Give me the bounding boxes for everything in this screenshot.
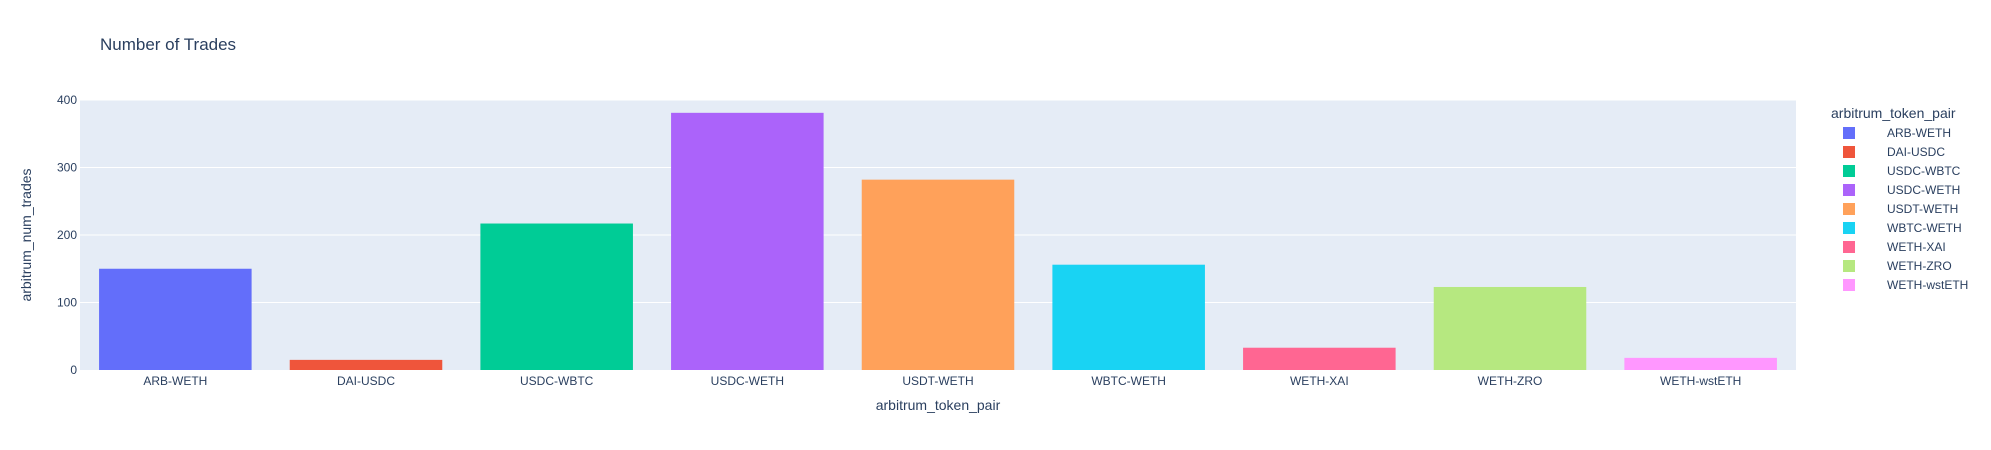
legend-item-weth-xai[interactable]: WETH-XAI (1843, 240, 1946, 254)
legend-item-usdc-wbtc[interactable]: USDC-WBTC (1843, 164, 1961, 178)
x-tick-label: USDC-WETH (711, 374, 784, 388)
x-tick-label: WETH-ZRO (1478, 374, 1543, 388)
legend-label: WBTC-WETH (1887, 221, 1962, 235)
y-tick-label: 400 (57, 93, 77, 107)
x-tick-label: USDT-WETH (902, 374, 973, 388)
bar-weth-zro[interactable] (1433, 286, 1587, 370)
x-tick-label: WETH-XAI (1290, 374, 1349, 388)
bar-usdc-wbtc[interactable] (480, 223, 633, 370)
legend-title: arbitrum_token_pair (1831, 105, 1956, 121)
legend-item-weth-wsteth[interactable]: WETH-wstETH (1843, 278, 1968, 292)
y-tick-label: 200 (57, 228, 77, 242)
legend-item-dai-usdc[interactable]: DAI-USDC (1843, 145, 1945, 159)
bar-weth-wsteth[interactable] (1624, 357, 1777, 370)
legend-swatch (1843, 165, 1855, 177)
bar-arb-weth[interactable] (99, 268, 252, 370)
legend-swatch (1843, 279, 1855, 291)
legend: ARB-WETH DAI-USDC USDC-WBTC USDC-WETH USDT-W… (1843, 126, 1968, 292)
x-axis-ticks: ARB-WETH DAI-USDC USDC-WBTC USDC-WETH USDT-W… (143, 374, 1741, 388)
x-tick-label: DAI-USDC (337, 374, 395, 388)
legend-item-arb-weth[interactable]: ARB-WETH (1843, 126, 1951, 140)
legend-swatch (1843, 241, 1855, 253)
legend-swatch (1843, 146, 1855, 158)
y-tick-label: 300 (57, 161, 77, 175)
y-tick-label: 100 (57, 296, 77, 310)
legend-label: WETH-ZRO (1887, 259, 1952, 273)
y-axis-label: arbitrum_num_trades (18, 168, 34, 301)
legend-swatch (1843, 260, 1855, 272)
legend-label: ARB-WETH (1887, 126, 1951, 140)
x-tick-label: USDC-WBTC (520, 374, 594, 388)
x-tick-label: WETH-wstETH (1660, 374, 1741, 388)
bar-dai-usdc[interactable] (289, 359, 443, 370)
legend-swatch (1843, 203, 1855, 215)
legend-label: USDC-WETH (1887, 183, 1960, 197)
legend-item-wbtc-weth[interactable]: WBTC-WETH (1843, 221, 1962, 235)
bar-usdt-weth[interactable] (861, 179, 1015, 370)
legend-swatch (1843, 184, 1855, 196)
bar-weth-xai[interactable] (1243, 347, 1396, 370)
y-tick-label: 0 (70, 363, 77, 377)
legend-item-usdt-weth[interactable]: USDT-WETH (1843, 202, 1958, 216)
legend-item-usdc-weth[interactable]: USDC-WETH (1843, 183, 1960, 197)
legend-label: USDC-WBTC (1887, 164, 1961, 178)
x-tick-label: ARB-WETH (143, 374, 207, 388)
legend-label: WETH-wstETH (1887, 278, 1968, 292)
legend-swatch (1843, 222, 1855, 234)
x-tick-label: WBTC-WETH (1091, 374, 1166, 388)
y-axis-ticks: 0 100 200 300 400 (57, 93, 77, 377)
bar-usdc-weth[interactable] (671, 112, 824, 370)
x-axis-label: arbitrum_token_pair (876, 397, 1001, 413)
legend-label: USDT-WETH (1887, 202, 1958, 216)
chart-title: Number of Trades (100, 35, 236, 54)
legend-label: DAI-USDC (1887, 145, 1945, 159)
legend-swatch (1843, 127, 1855, 139)
bars (99, 112, 1777, 370)
legend-label: WETH-XAI (1887, 240, 1946, 254)
bar-wbtc-weth[interactable] (1052, 264, 1205, 370)
legend-item-weth-zro[interactable]: WETH-ZRO (1843, 259, 1952, 273)
